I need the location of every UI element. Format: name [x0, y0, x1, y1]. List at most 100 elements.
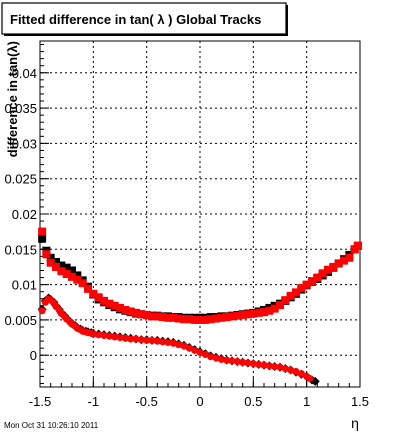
- data-point: [159, 338, 167, 346]
- series-3: [38, 295, 314, 383]
- y-tick-labels: 0 0.005 0.01 0.015 0.02 0.025 0.03 0.035 0.04: [4, 66, 37, 363]
- x-tick-label: -1.5: [29, 394, 51, 409]
- data-point: [110, 301, 119, 310]
- data-point: [148, 336, 156, 344]
- data-point: [306, 375, 314, 383]
- data-point: [254, 308, 263, 317]
- data-point: [217, 355, 225, 363]
- data-point: [62, 270, 71, 279]
- data-point: [153, 337, 161, 345]
- series-1: [38, 227, 362, 324]
- data-point: [132, 335, 140, 343]
- data-point: [308, 277, 316, 286]
- data-point: [265, 362, 273, 370]
- data-point: [249, 309, 258, 318]
- data-point: [121, 306, 130, 315]
- data-point: [62, 263, 71, 272]
- data-point: [38, 234, 47, 243]
- data-point: [190, 315, 199, 324]
- data-point: [276, 363, 284, 371]
- x-axis-title: η: [351, 415, 359, 431]
- data-point: [89, 289, 98, 298]
- data-point: [286, 291, 295, 300]
- title-box-shadow-bottom: [4, 34, 287, 36]
- data-point: [302, 280, 311, 289]
- data-marks: [37, 227, 362, 386]
- data-point: [212, 314, 220, 323]
- data-point: [116, 303, 124, 312]
- data-point: [233, 358, 241, 366]
- data-point: [185, 344, 193, 352]
- data-point: [126, 307, 135, 316]
- x-tick-label: 1.5: [351, 394, 369, 409]
- data-point: [94, 293, 103, 302]
- data-point: [292, 288, 300, 297]
- data-point: [276, 301, 284, 310]
- data-point: [223, 356, 231, 364]
- y-tick-label: 0.015: [4, 242, 37, 257]
- data-point: [84, 284, 92, 293]
- data-point: [249, 360, 257, 368]
- data-point: [95, 331, 103, 339]
- x-tick-label: -1: [88, 394, 100, 409]
- data-point: [52, 262, 60, 271]
- data-point: [158, 313, 167, 322]
- y-tick-label: 0.03: [12, 136, 37, 151]
- data-point: [207, 353, 215, 361]
- title-box-shadow-right: [286, 5, 288, 36]
- y-tick-label: 0.02: [12, 207, 37, 222]
- data-point: [52, 258, 60, 267]
- y-tick-label: 0.005: [4, 313, 37, 328]
- y-tick-label: 0.01: [12, 278, 37, 293]
- data-point: [100, 331, 108, 339]
- data-point: [222, 313, 231, 322]
- data-point: [191, 346, 199, 354]
- data-point: [260, 361, 268, 369]
- data-point: [255, 360, 263, 368]
- data-point: [212, 354, 220, 362]
- x-tick-label: -0.5: [135, 394, 157, 409]
- data-point: [292, 367, 300, 375]
- data-point: [180, 315, 188, 324]
- data-point: [324, 265, 332, 274]
- data-point: [201, 315, 210, 324]
- x-tick-label: 0.5: [244, 394, 262, 409]
- data-point: [169, 313, 178, 322]
- data-point: [196, 348, 204, 356]
- y-tick-label: 0.035: [4, 101, 37, 116]
- data-point: [206, 315, 215, 324]
- data-point: [68, 272, 76, 281]
- data-point: [329, 262, 338, 271]
- data-point: [78, 279, 87, 288]
- x-tick-label: 0: [196, 394, 203, 409]
- data-point: [137, 336, 145, 344]
- data-point: [196, 315, 204, 324]
- data-point: [340, 256, 348, 265]
- data-point: [57, 267, 66, 276]
- data-point: [297, 370, 305, 378]
- data-point: [121, 334, 129, 342]
- data-point: [89, 330, 97, 338]
- data-point: [180, 342, 188, 350]
- data-point: [287, 366, 295, 374]
- data-point: [100, 296, 108, 305]
- y-tick-label: 0: [30, 348, 37, 363]
- data-point: [238, 310, 247, 319]
- timestamp: Mon Oct 31 10:26:10 2011: [4, 421, 99, 430]
- data-point: [318, 269, 327, 278]
- x-tick-label: 1: [303, 394, 310, 409]
- data-point: [281, 365, 289, 373]
- data-point: [153, 312, 162, 321]
- title-box: [1, 2, 287, 35]
- data-point: [233, 311, 242, 320]
- data-point: [142, 310, 151, 319]
- data-point: [42, 250, 51, 259]
- data-point: [164, 339, 172, 347]
- data-point: [111, 333, 119, 341]
- data-point: [297, 284, 306, 293]
- y-axis-title: difference in tan(λ): [5, 41, 20, 157]
- data-point: [137, 310, 146, 319]
- data-point: [244, 310, 252, 319]
- data-point: [353, 241, 362, 250]
